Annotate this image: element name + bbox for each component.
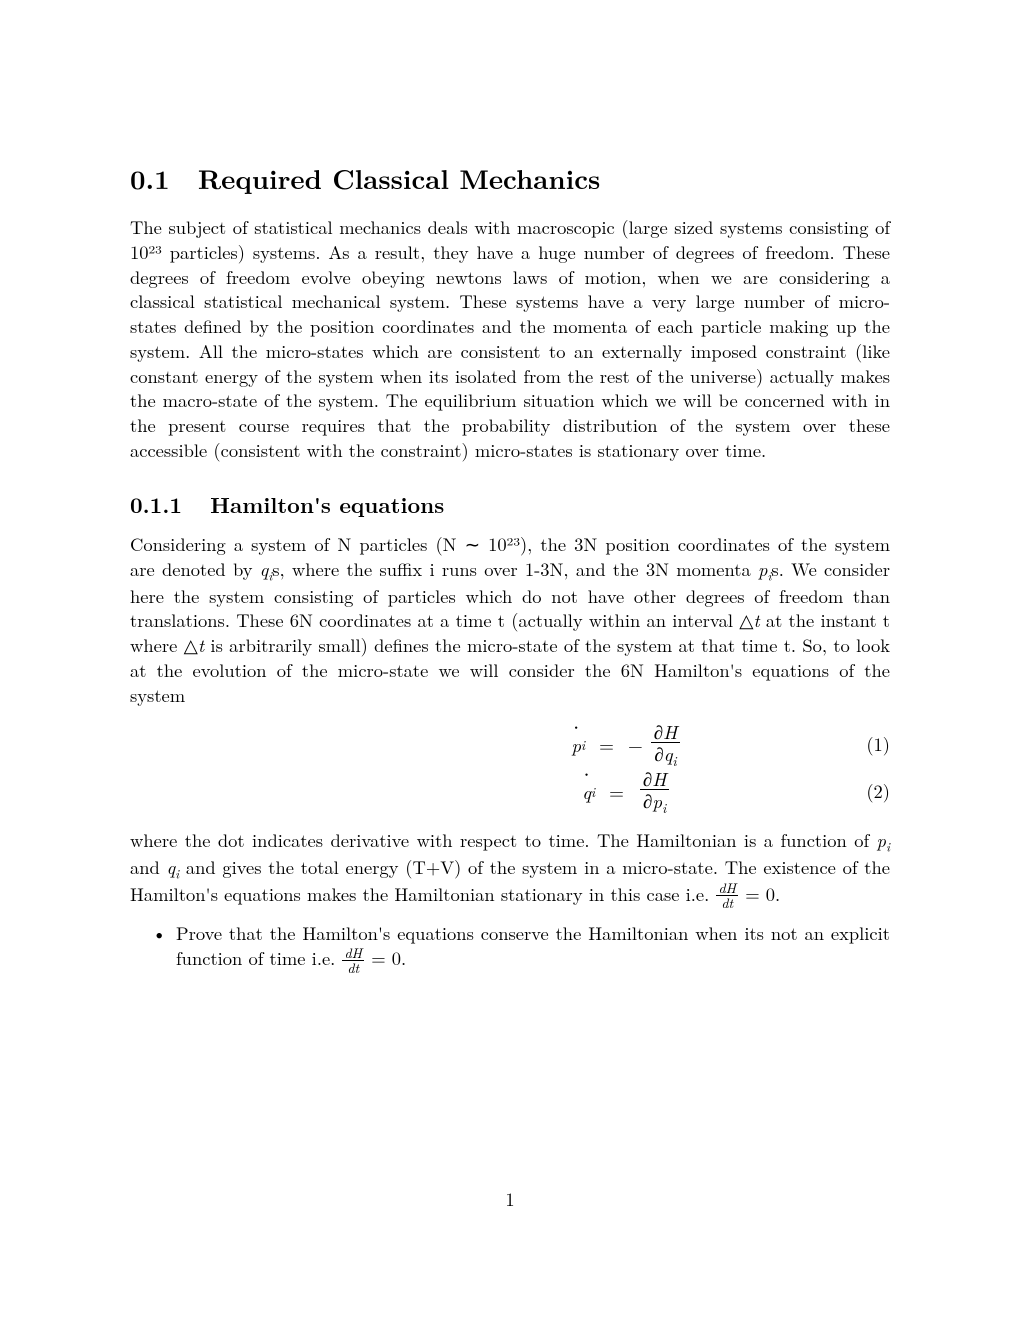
minus-sign: − — [628, 731, 643, 758]
equation-number: (2) — [850, 778, 890, 804]
subsection-header: 0.1.1 Hamilton's equations — [130, 489, 890, 520]
sub-i: i — [591, 782, 595, 801]
var-qdot: q — [582, 778, 591, 805]
fraction: ∂H ∂qi — [651, 722, 681, 767]
bullet-text: Prove that the Hamilton's equations cons… — [176, 921, 890, 975]
section-header: 0.1 Required Classical Mechanics — [130, 158, 890, 197]
denominator: dt — [719, 896, 735, 910]
bullet-icon: • — [152, 921, 176, 975]
text: and — [130, 854, 167, 880]
text: Prove that the Hamilton's equations cons… — [176, 920, 890, 971]
equation-1-body: pi = − ∂H ∂qi — [571, 722, 682, 767]
hamilton-paragraph: Considering a system of N particles (N ∼… — [130, 532, 890, 708]
equation-1: pi = − ∂H ∂qi (1) — [130, 722, 890, 767]
var-p: p — [877, 827, 886, 853]
denominator: dt — [345, 961, 361, 975]
equation-number: (1) — [850, 731, 890, 757]
sub-i: i — [886, 836, 890, 855]
section-title: Required Classical Mechanics — [198, 158, 600, 197]
text: = 0. — [365, 945, 406, 971]
text: is arbitrarily small) defines the micro-… — [130, 632, 890, 708]
denominator-sub: i — [662, 797, 666, 816]
inline-fraction: dHdt — [342, 946, 364, 975]
var-pdot: p — [571, 731, 581, 758]
subsection-number: 0.1.1 — [130, 489, 182, 520]
subsection-title: Hamilton's equations — [210, 489, 444, 520]
fraction: ∂H ∂pi — [640, 769, 670, 814]
denominator-sym: ∂p — [643, 787, 662, 814]
page: 0.1 Required Classical Mechanics The sub… — [0, 0, 1020, 1320]
bullet-list: • Prove that the Hamilton's equations co… — [130, 921, 890, 975]
page-number: 1 — [0, 1186, 1020, 1212]
denominator-sym: ∂q — [654, 740, 672, 767]
sub-i: i — [581, 735, 585, 754]
inline-fraction: dHdt — [716, 881, 738, 910]
equation-2-body: qi = ∂H ∂pi — [582, 769, 671, 814]
intro-paragraph: The subject of statistical mechanics dea… — [130, 215, 890, 463]
text: where the dot indicates derivative with … — [130, 827, 877, 853]
equation-2: qi = ∂H ∂pi (2) — [130, 769, 890, 814]
var-q: q — [167, 854, 176, 880]
text: = 0. — [739, 881, 780, 907]
text: s, where the suffix i runs over 1-3N, an… — [272, 556, 758, 582]
denominator-sub: i — [673, 750, 677, 769]
equation-block: pi = − ∂H ∂qi (1) qi = ∂H ∂pi (2) — [130, 722, 890, 814]
section-number: 0.1 — [130, 158, 170, 197]
var-q: q — [260, 556, 269, 582]
post-equation-paragraph: where the dot indicates derivative with … — [130, 828, 890, 912]
list-item: • Prove that the Hamilton's equations co… — [176, 921, 890, 975]
